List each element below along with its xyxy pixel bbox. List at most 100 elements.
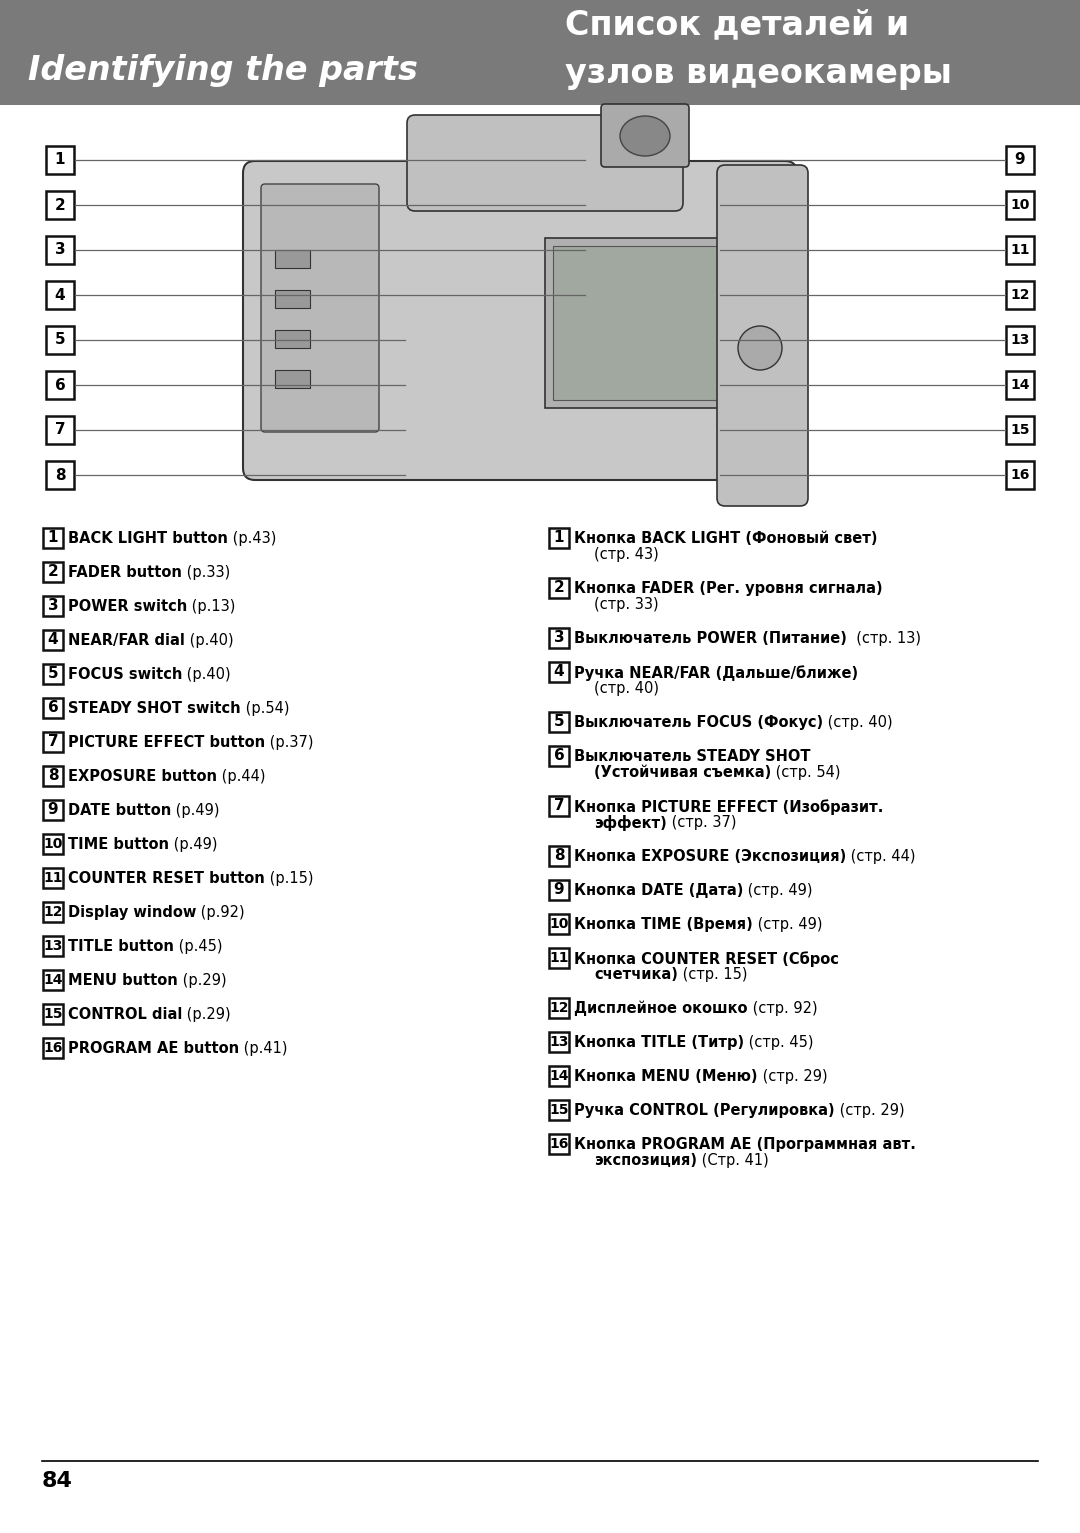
Text: 9: 9 — [554, 883, 565, 897]
Text: 13: 13 — [1010, 333, 1029, 346]
Text: (p.29): (p.29) — [183, 1007, 231, 1023]
Text: 7: 7 — [48, 734, 58, 750]
Text: эффект): эффект) — [594, 816, 666, 831]
Text: (стр. 43): (стр. 43) — [594, 547, 659, 563]
Text: (p.33): (p.33) — [181, 566, 230, 579]
Text: (p.40): (p.40) — [183, 667, 231, 682]
Bar — [46, 281, 75, 310]
Bar — [549, 527, 569, 547]
Bar — [549, 947, 569, 967]
Bar — [1005, 461, 1034, 489]
Text: (p.41): (p.41) — [239, 1041, 287, 1056]
FancyBboxPatch shape — [243, 161, 797, 480]
Circle shape — [738, 327, 782, 369]
Bar — [549, 846, 569, 866]
Text: 8: 8 — [554, 848, 565, 863]
Text: (стр. 44): (стр. 44) — [847, 849, 916, 865]
Bar — [1005, 415, 1034, 445]
Text: Display window: Display window — [68, 904, 197, 920]
Text: 7: 7 — [55, 423, 65, 437]
Text: (Устойчивая съемка): (Устойчивая съемка) — [594, 765, 771, 780]
Text: COUNTER RESET button: COUNTER RESET button — [68, 871, 265, 886]
Text: Кнопка MENU (Меню): Кнопка MENU (Меню) — [573, 1069, 757, 1084]
Text: (стр. 40): (стр. 40) — [823, 714, 893, 730]
Bar — [43, 1004, 63, 1024]
Bar — [549, 747, 569, 766]
FancyBboxPatch shape — [261, 184, 379, 432]
Text: 10: 10 — [550, 917, 569, 931]
Text: (стр. 54): (стр. 54) — [771, 765, 840, 780]
Bar — [1005, 192, 1034, 219]
Text: TITLE button: TITLE button — [68, 940, 174, 954]
FancyBboxPatch shape — [407, 115, 683, 212]
Bar — [549, 998, 569, 1018]
Bar — [46, 192, 75, 219]
Bar — [43, 563, 63, 583]
Text: (стр. 37): (стр. 37) — [666, 816, 737, 829]
Text: (p.13): (p.13) — [187, 599, 235, 615]
Ellipse shape — [620, 117, 670, 156]
Text: 1: 1 — [55, 152, 65, 167]
Bar — [549, 1032, 569, 1052]
Text: 15: 15 — [550, 1104, 569, 1118]
Bar — [275, 369, 310, 388]
Bar — [549, 880, 569, 900]
Text: 9: 9 — [1015, 152, 1025, 167]
Bar — [46, 146, 75, 175]
Bar — [549, 1134, 569, 1154]
Text: POWER switch: POWER switch — [68, 599, 187, 615]
Text: 15: 15 — [1010, 423, 1029, 437]
Bar — [275, 290, 310, 308]
Text: 16: 16 — [550, 1137, 569, 1151]
Text: (стр. 15): (стр. 15) — [678, 967, 747, 983]
Text: 9: 9 — [48, 802, 58, 817]
Text: Кнопка FADER (Рег. уровня сигнала): Кнопка FADER (Рег. уровня сигнала) — [573, 581, 882, 596]
Bar — [1005, 281, 1034, 310]
Text: (стр. 13): (стр. 13) — [847, 632, 921, 645]
Text: 84: 84 — [42, 1472, 72, 1492]
Text: 8: 8 — [55, 468, 65, 483]
Text: MENU button: MENU button — [68, 973, 178, 987]
Text: (p.45): (p.45) — [174, 940, 222, 954]
Bar — [549, 711, 569, 731]
Text: 1: 1 — [554, 530, 564, 546]
Bar — [1005, 146, 1034, 175]
Text: Кнопка PICTURE EFFECT (Изобразит.: Кнопка PICTURE EFFECT (Изобразит. — [573, 799, 883, 814]
Text: 11: 11 — [550, 950, 569, 964]
Text: 6: 6 — [48, 701, 58, 716]
Bar — [1005, 371, 1034, 399]
Bar — [549, 629, 569, 648]
Text: 5: 5 — [55, 333, 65, 348]
Text: 15: 15 — [43, 1007, 63, 1021]
Text: BACK LIGHT button: BACK LIGHT button — [68, 530, 228, 546]
Bar — [43, 800, 63, 820]
Text: (p.44): (p.44) — [217, 770, 266, 783]
Text: FOCUS switch: FOCUS switch — [68, 667, 183, 682]
Text: 5: 5 — [48, 667, 58, 682]
Text: 3: 3 — [55, 242, 65, 258]
Text: 6: 6 — [55, 377, 66, 392]
Text: (стр. 45): (стр. 45) — [744, 1035, 813, 1050]
Bar — [43, 834, 63, 854]
Bar — [553, 245, 737, 400]
Text: Кнопка BACK LIGHT (Фоновый свет): Кнопка BACK LIGHT (Фоновый свет) — [573, 530, 877, 546]
Text: PROGRAM AE button: PROGRAM AE button — [68, 1041, 239, 1056]
Bar — [43, 596, 63, 616]
Text: PICTURE EFFECT button: PICTURE EFFECT button — [68, 734, 265, 750]
Text: (p.54): (p.54) — [241, 701, 289, 716]
Bar — [46, 236, 75, 264]
Text: Кнопка DATE (Дата): Кнопка DATE (Дата) — [573, 883, 743, 898]
Text: 14: 14 — [43, 973, 63, 987]
Text: Кнопка COUNTER RESET (Сброс: Кнопка COUNTER RESET (Сброс — [573, 950, 839, 967]
Text: 10: 10 — [43, 837, 63, 851]
Text: 7: 7 — [554, 799, 565, 814]
Text: экспозиция): экспозиция) — [594, 1153, 697, 1168]
Text: 3: 3 — [48, 598, 58, 613]
Text: 5: 5 — [554, 714, 565, 730]
Text: (стр. 29): (стр. 29) — [757, 1069, 827, 1084]
Bar — [549, 1065, 569, 1085]
Text: 3: 3 — [554, 630, 565, 645]
Text: Выключатель STEADY SHOT: Выключатель STEADY SHOT — [573, 750, 810, 763]
Bar — [275, 250, 310, 268]
Bar — [43, 937, 63, 957]
